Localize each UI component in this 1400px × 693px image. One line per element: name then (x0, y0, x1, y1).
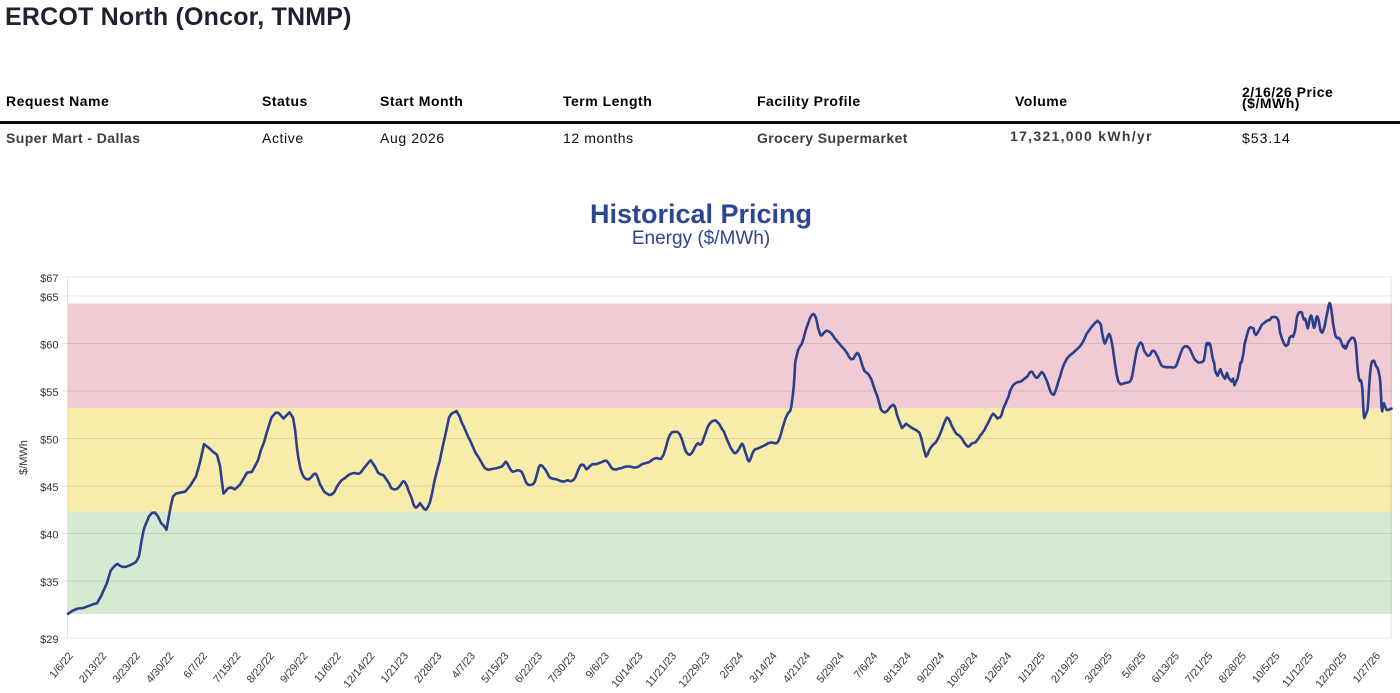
svg-text:12/20/25: 12/20/25 (1313, 650, 1349, 690)
svg-text:10/14/23: 10/14/23 (609, 650, 645, 690)
svg-text:7/15/22: 7/15/22 (211, 650, 243, 685)
svg-text:$/MWh: $/MWh (18, 440, 30, 475)
svg-text:$60: $60 (40, 340, 58, 352)
svg-text:1/12/25: 1/12/25 (1016, 650, 1048, 685)
svg-text:11/6/22: 11/6/22 (312, 650, 344, 685)
svg-text:4/30/22: 4/30/22 (144, 650, 176, 685)
svg-text:$35: $35 (40, 577, 58, 589)
svg-text:$67: $67 (40, 273, 58, 285)
svg-text:4/7/23: 4/7/23 (450, 650, 478, 681)
svg-text:7/6/24: 7/6/24 (852, 650, 880, 681)
svg-text:9/20/24: 9/20/24 (915, 650, 947, 685)
svg-text:1/21/23: 1/21/23 (379, 650, 411, 685)
svg-text:7/30/23: 7/30/23 (546, 650, 578, 685)
svg-text:1/27/26: 1/27/26 (1351, 650, 1383, 685)
svg-text:$65: $65 (40, 292, 58, 304)
svg-text:3/23/22: 3/23/22 (110, 650, 142, 685)
svg-text:2/28/23: 2/28/23 (412, 650, 444, 685)
svg-text:2/5/24: 2/5/24 (718, 650, 746, 681)
svg-text:9/29/22: 9/29/22 (278, 650, 310, 685)
svg-text:12/5/24: 12/5/24 (982, 650, 1014, 685)
svg-text:12/29/23: 12/29/23 (676, 650, 712, 690)
svg-text:1/6/22: 1/6/22 (47, 650, 75, 681)
svg-text:10/5/25: 10/5/25 (1250, 650, 1282, 685)
svg-text:2/19/25: 2/19/25 (1049, 650, 1081, 685)
svg-text:6/7/22: 6/7/22 (181, 650, 209, 681)
svg-text:4/21/24: 4/21/24 (781, 650, 813, 685)
svg-text:8/28/25: 8/28/25 (1217, 650, 1249, 685)
svg-text:8/13/24: 8/13/24 (881, 650, 913, 685)
svg-text:7/21/25: 7/21/25 (1183, 650, 1215, 685)
svg-text:3/14/24: 3/14/24 (747, 650, 779, 685)
svg-text:$40: $40 (40, 530, 58, 542)
svg-text:5/6/25: 5/6/25 (1120, 650, 1148, 681)
svg-text:8/22/22: 8/22/22 (245, 650, 277, 685)
svg-text:6/13/25: 6/13/25 (1150, 650, 1182, 685)
svg-text:$55: $55 (40, 387, 58, 399)
svg-text:$45: $45 (40, 482, 58, 494)
svg-text:5/15/23: 5/15/23 (479, 650, 511, 685)
svg-text:11/12/25: 11/12/25 (1280, 650, 1316, 689)
svg-text:11/21/23: 11/21/23 (644, 650, 680, 689)
svg-text:12/14/22: 12/14/22 (341, 650, 377, 690)
svg-text:6/22/23: 6/22/23 (513, 650, 545, 685)
svg-text:9/6/23: 9/6/23 (584, 650, 612, 681)
svg-text:2/13/22: 2/13/22 (77, 650, 109, 685)
svg-text:3/29/25: 3/29/25 (1083, 650, 1115, 685)
svg-text:$29: $29 (40, 634, 58, 646)
svg-text:10/28/24: 10/28/24 (945, 650, 981, 690)
svg-text:$50: $50 (40, 435, 58, 447)
svg-text:5/29/24: 5/29/24 (814, 650, 846, 685)
